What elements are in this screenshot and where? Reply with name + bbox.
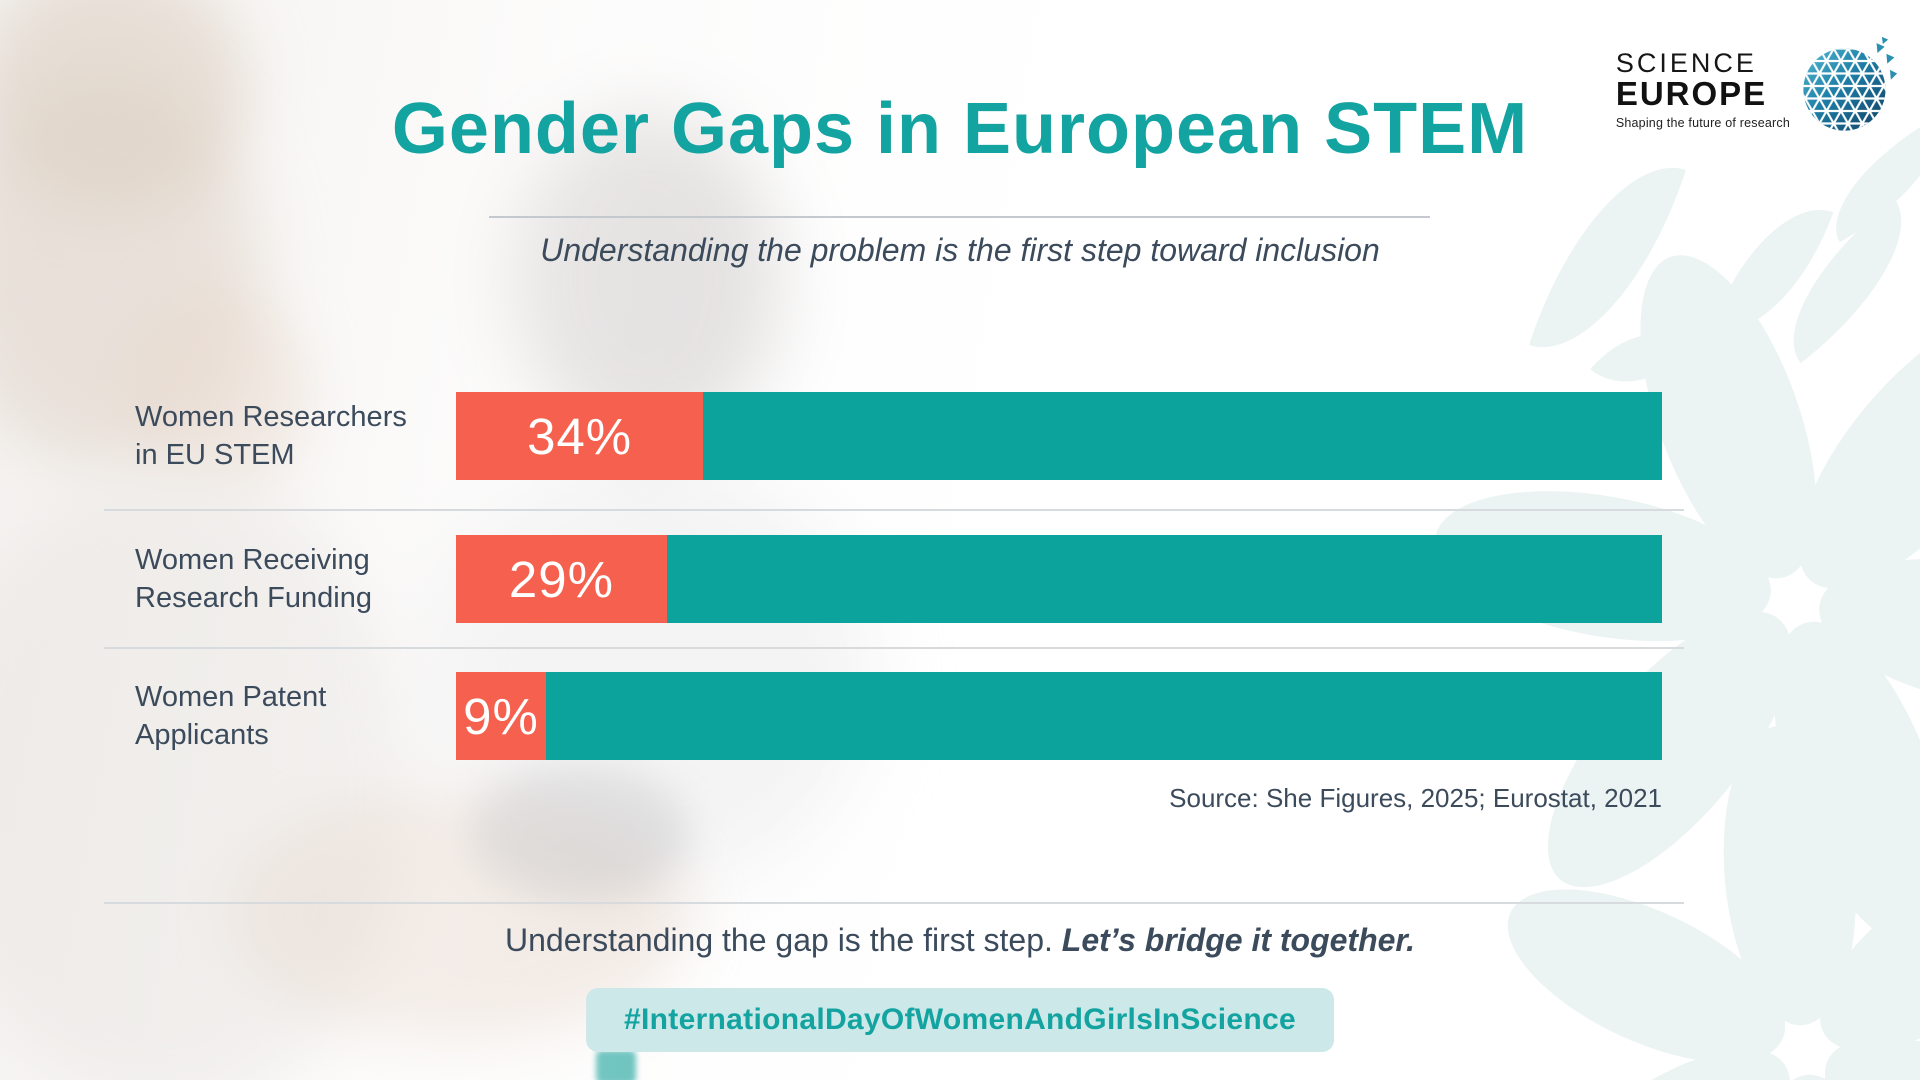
science-europe-logo: SCIENCE EUROPE Shaping the future of res… xyxy=(1616,34,1898,138)
footer-message-emphasis: Let’s bridge it together. xyxy=(1061,922,1415,958)
row-label-line1: Women Researchers xyxy=(135,401,407,433)
bar-track: 34% xyxy=(456,392,1662,480)
chart-row: Women Researchers in EU STEM 34% xyxy=(104,392,1684,480)
logo-line2: EUROPE xyxy=(1615,75,1768,112)
bar-highlight-segment: 29% xyxy=(456,535,667,623)
bar-value-label: 34% xyxy=(527,407,633,465)
subtitle: Understanding the problem is the first s… xyxy=(540,232,1380,268)
hashtag-badge: #InternationalDayOfWomenAndGirlsInScienc… xyxy=(586,988,1334,1052)
row-label-line2: in EU STEM xyxy=(135,439,295,471)
bar-highlight-segment: 34% xyxy=(456,392,704,480)
bar-track: 29% xyxy=(456,535,1662,623)
bar-highlight-segment: 9% xyxy=(456,672,546,760)
row-divider xyxy=(104,509,1684,511)
chart-row: Women Patent Applicants 9% xyxy=(104,672,1684,760)
row-label: Women Patent Applicants xyxy=(135,678,326,754)
page-title: Gender Gaps in European STEM xyxy=(391,89,1529,169)
row-label-line2: Applicants xyxy=(135,719,269,751)
logo-text: SCIENCE EUROPE Shaping the future of res… xyxy=(1615,34,1790,131)
bar-value-label: 9% xyxy=(463,687,539,745)
chart-row: Women Receiving Research Funding 29% xyxy=(104,535,1684,623)
row-label: Women Researchers in EU STEM xyxy=(135,398,407,474)
row-label: Women Receiving Research Funding xyxy=(135,541,372,617)
logo-tagline: Shaping the future of research xyxy=(1615,116,1790,130)
hashtag-text: #InternationalDayOfWomenAndGirlsInScienc… xyxy=(624,1003,1296,1036)
source-note: Source: She Figures, 2025; Eurostat, 202… xyxy=(1169,783,1662,813)
bar-track: 9% xyxy=(456,672,1662,760)
row-label-line1: Women Patent xyxy=(135,681,327,713)
footer-message-normal: Understanding the gap is the first step. xyxy=(505,922,1053,958)
row-label-line1: Women Receiving xyxy=(135,544,370,576)
footer-divider xyxy=(104,902,1684,904)
row-label-line2: Research Funding xyxy=(135,582,372,614)
logo-line1: SCIENCE xyxy=(1615,48,1757,78)
logo-globe-icon xyxy=(1803,36,1898,131)
footer-message: Understanding the gap is the first step.… xyxy=(0,922,1920,959)
title-divider xyxy=(489,216,1430,218)
row-divider xyxy=(104,647,1684,649)
bar-value-label: 29% xyxy=(508,550,614,608)
